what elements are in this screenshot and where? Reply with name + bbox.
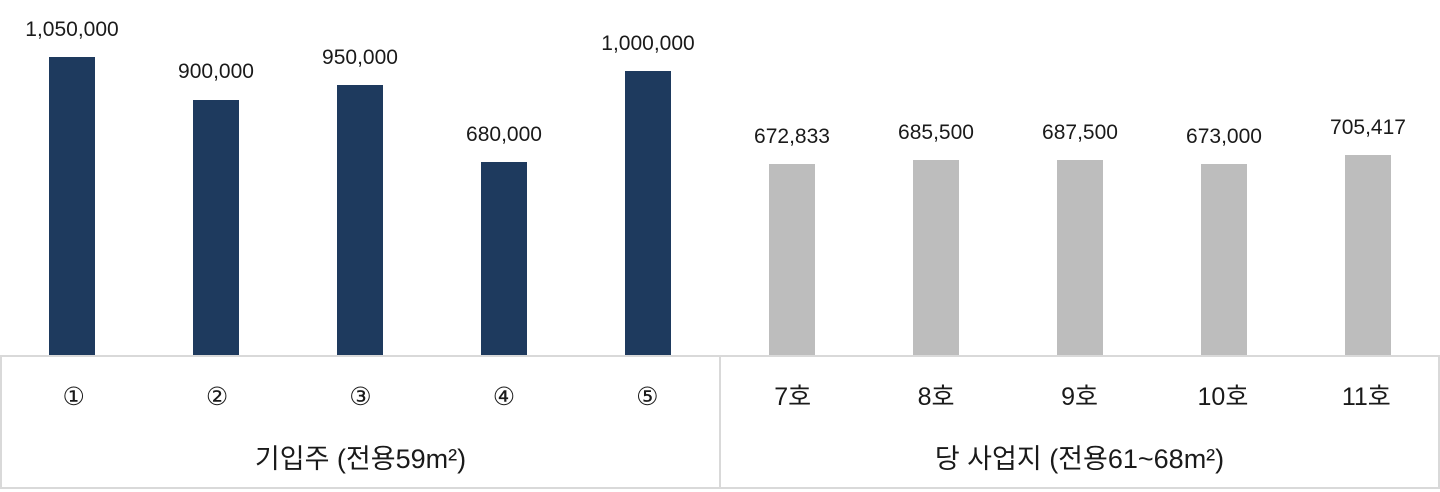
bar-value-label: 1,050,000 — [25, 17, 119, 41]
category-label: ① — [62, 382, 85, 411]
bar — [769, 164, 815, 355]
bar-group-right: 672,833 685,500 687,500 673,000 705,417 — [720, 0, 1440, 355]
bar-value-label: 680,000 — [466, 122, 542, 146]
bar — [1345, 154, 1391, 355]
group-label-left: 기입주 (전용59m²) — [254, 444, 467, 474]
category-label: ⑤ — [636, 382, 659, 411]
category-label: 9호 — [1061, 382, 1098, 411]
bar-value-label: 672,833 — [754, 124, 830, 148]
bar — [913, 160, 959, 355]
axis-group-left: ① ② ③ ④ ⑤ 기입주 (전용59m²) — [2, 357, 719, 487]
bar-group-left: 1,050,000 900,000 950,000 680,000 1,000,000 — [0, 0, 720, 355]
bar — [49, 57, 95, 355]
category-label: 11호 — [1341, 382, 1391, 411]
bar — [625, 71, 671, 355]
bar-value-label: 673,000 — [1186, 124, 1262, 148]
axis-group-right: 7호 8호 9호 10호 11호 당 사업지 (전용61~68m²) — [719, 357, 1438, 487]
bar-column: 672,833 — [720, 0, 864, 355]
category-label: ④ — [492, 382, 516, 411]
category-label: 10호 — [1197, 382, 1249, 411]
category-label: 7호 — [774, 382, 812, 411]
category-label: ③ — [349, 382, 372, 411]
bar-column: 1,000,000 — [576, 0, 720, 355]
bar-value-label: 685,500 — [898, 121, 974, 145]
bar — [337, 85, 383, 355]
bar-column: 705,417 — [1296, 0, 1440, 355]
bar-column: 685,500 — [864, 0, 1008, 355]
bar-column: 900,000 — [144, 0, 288, 355]
category-row-left: ① ② ③ ④ ⑤ — [2, 383, 719, 411]
group-label-right: 당 사업지 (전용61~68m²) — [934, 444, 1225, 474]
category-label: ② — [205, 382, 229, 411]
bar-column: 950,000 — [288, 0, 432, 355]
bar-value-label: 1,000,000 — [601, 32, 695, 56]
bar-column: 1,050,000 — [0, 0, 144, 355]
bar-value-label: 900,000 — [178, 60, 254, 84]
x-axis-box: ① ② ③ ④ ⑤ 기입주 (전용59m²) 7호 8호 9호 10호 11호 당 사업지 (전… — [0, 355, 1440, 489]
bar — [193, 99, 239, 355]
bar — [1201, 164, 1247, 355]
category-row-right: 7호 8호 9호 10호 11호 — [721, 383, 1438, 411]
bar-column: 680,000 — [432, 0, 576, 355]
bar-value-label: 705,417 — [1330, 115, 1406, 139]
bar-value-label: 950,000 — [322, 46, 398, 70]
bar-value-label: 687,500 — [1042, 120, 1118, 144]
plot-area: 1,050,000 900,000 950,000 680,000 1,000,000 … — [0, 0, 1440, 355]
bar — [481, 162, 527, 355]
category-label: 8호 — [917, 382, 955, 411]
bar — [1057, 159, 1103, 355]
bar-column: 687,500 — [1008, 0, 1152, 355]
bar-column: 673,000 — [1152, 0, 1296, 355]
